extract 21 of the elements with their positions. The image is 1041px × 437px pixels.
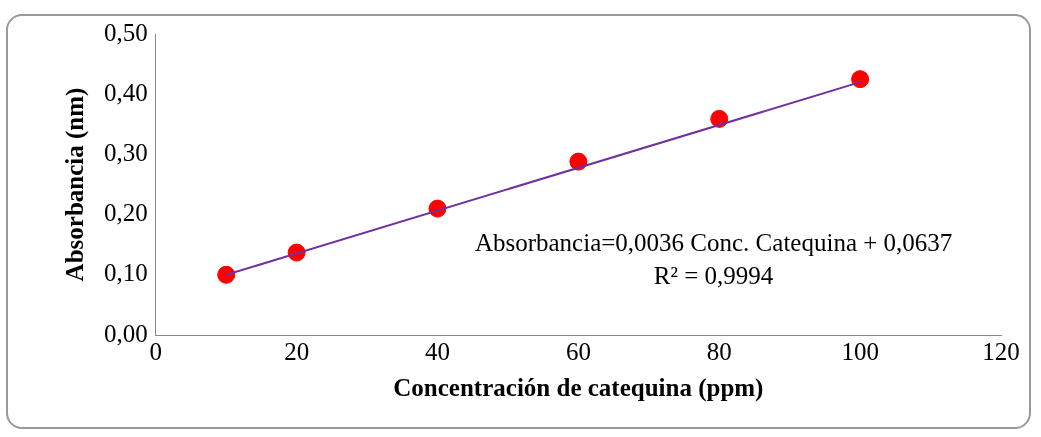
point xyxy=(710,109,729,128)
y-tick-label: 0,20 xyxy=(104,199,148,227)
x-tick-label: 20 xyxy=(284,337,310,365)
x-axis-title: Concentración de catequina (ppm) xyxy=(393,374,764,403)
point xyxy=(851,70,870,89)
y-tick-label: 0,50 xyxy=(104,18,148,46)
y-tick-label: 0,10 xyxy=(104,259,148,287)
x-tick-label: 40 xyxy=(425,337,450,365)
y-tick-label: 0,30 xyxy=(104,138,148,166)
point xyxy=(217,265,236,284)
y-tick-label: 0,00 xyxy=(104,319,148,347)
annotation: Absorbancia=0,0036 Conc. Catequina + 0,0637 xyxy=(474,229,953,257)
x-tick-label: 60 xyxy=(565,337,591,365)
x-tick-label: 80 xyxy=(706,337,732,365)
x-tick-label: 100 xyxy=(841,337,879,365)
x-tick-label: 0 xyxy=(149,337,162,365)
y-axis-title: Absorbancia (nm) xyxy=(61,87,90,282)
point xyxy=(569,152,588,171)
annotation: R² = 0,9994 xyxy=(653,262,774,290)
x-tick-label: 120 xyxy=(982,337,1020,365)
y-tick-label: 0,40 xyxy=(104,78,148,106)
